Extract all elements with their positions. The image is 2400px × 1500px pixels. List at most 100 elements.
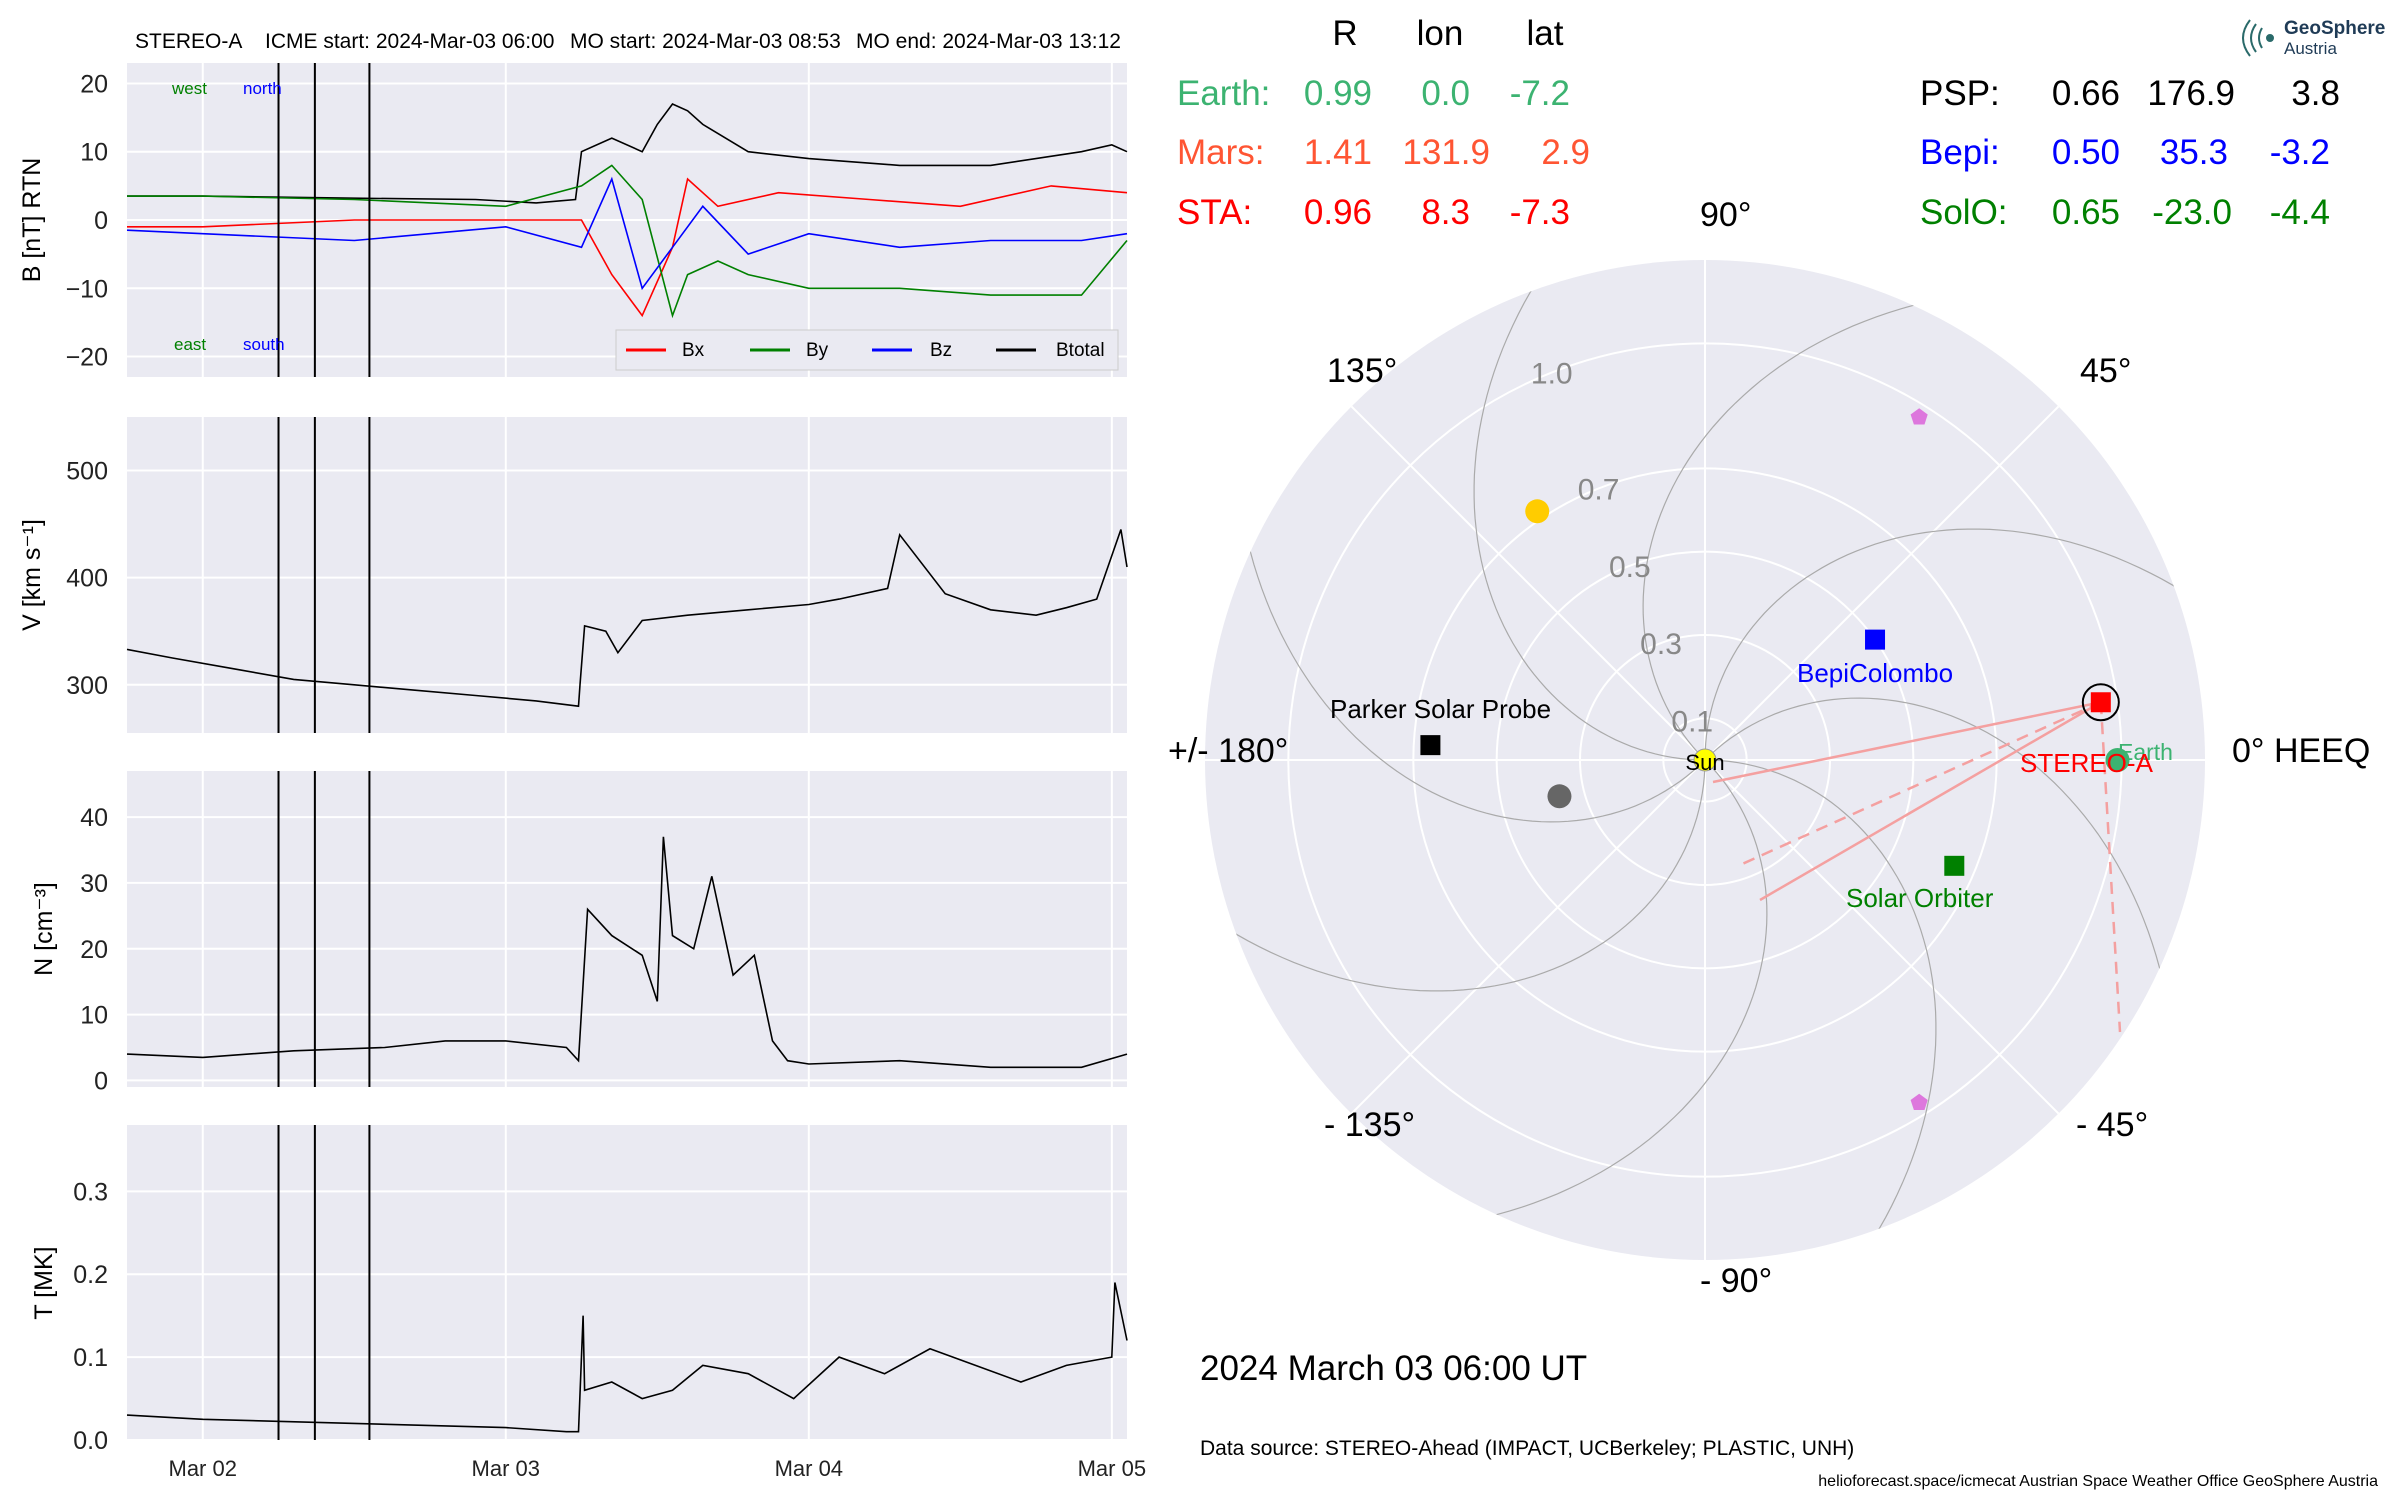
parker-spiral-line	[1642, 294, 1966, 761]
sun-label: Sun	[1685, 750, 1724, 775]
solo-lat: -4.4	[2270, 193, 2330, 232]
bepi-lat: -3.2	[2270, 133, 2330, 172]
logo-text-1: GeoSphere	[2284, 18, 2385, 39]
row-psp: PSP: 0.66 176.9 3.8	[1920, 74, 2340, 113]
psp-name: PSP:	[1920, 74, 2000, 113]
legend-by-label: By	[806, 340, 829, 361]
legend-bx-label: Bx	[682, 340, 705, 361]
series-line-btotal	[126, 529, 1128, 708]
angle-label-m45: - 45°	[2076, 1106, 2148, 1144]
east-label: east	[174, 335, 206, 354]
earth-lat: -7.2	[1510, 74, 1570, 113]
polar-spoke	[1350, 759, 1706, 1115]
series-line-bz	[126, 176, 1128, 291]
west-label: west	[171, 79, 207, 98]
legend-btotal-label: Btotal	[1056, 340, 1105, 361]
ytick-label: 0.2	[73, 1261, 108, 1289]
ytick-label: 10	[80, 1002, 108, 1030]
panel-2: 500 400 300 V [km s⁻¹]	[18, 417, 1128, 733]
angle-label-m90: - 90°	[1700, 1262, 1772, 1300]
icme-start-label: ICME start: 2024-Mar-03 06:00	[265, 30, 554, 53]
bepi-r: 0.50	[2052, 133, 2120, 172]
earth-r: 0.99	[1304, 74, 1372, 113]
mars-name: Mars:	[1177, 133, 1265, 172]
legend-bz-label: Bz	[930, 340, 952, 361]
row-mars: Mars: 1.41 131.9 2.9	[1177, 133, 1590, 172]
angle-label-m135: - 135°	[1324, 1106, 1415, 1144]
sta-fieldlines	[1712, 701, 2122, 1033]
polar-spoke	[1704, 405, 2060, 761]
ytick-label: 40	[80, 804, 108, 832]
parker-spirals	[1205, 260, 2205, 1260]
radial-tick-label: 1.0	[1531, 358, 1573, 391]
comet-marker	[1910, 408, 1928, 425]
parker-spiral-line	[1704, 697, 2171, 1021]
radial-tick-label: 0.1	[1671, 705, 1713, 738]
polar-angle-labels: 0° HEEQ 45° 90° 135° +/- 180° - 135° - 9…	[1168, 196, 2370, 1300]
angle-label-0: 0° HEEQ	[2232, 732, 2370, 770]
angle-label-135: 135°	[1327, 352, 1397, 390]
sun-marker	[1693, 748, 1717, 772]
panel-4: 0.3 0.2 0.1 0.0 T [MK]	[30, 1125, 1128, 1455]
earth-lon: 0.0	[1421, 74, 1470, 113]
mars-lat: 2.9	[1541, 133, 1590, 172]
col-header-r: R	[1332, 14, 1357, 53]
stereo-a-marker	[2090, 692, 2111, 713]
ytick-label: 300	[66, 672, 108, 700]
sta-label: STEREO-A	[2020, 748, 2154, 778]
bepi-lon: 35.3	[2160, 133, 2228, 172]
logo-text-2: Austria	[2284, 39, 2337, 58]
sta-r: 0.96	[1304, 193, 1372, 232]
series-line-btotal	[126, 1282, 1128, 1433]
angle-label-90: 90°	[1700, 196, 1751, 234]
polar-spoke	[1350, 405, 1706, 761]
bepi-label: BepiColombo	[1797, 658, 1953, 688]
south-label: south	[243, 335, 285, 354]
bepicolombo-marker	[1865, 629, 1886, 650]
solo-r: 0.65	[2052, 193, 2120, 232]
data-source-label: Data source: STEREO-Ahead (IMPACT, UCBer…	[1200, 1437, 1854, 1460]
panel-3: 40 30 20 10 0 N [cm⁻³]	[30, 771, 1128, 1095]
y-axis-label: N [cm⁻³]	[30, 882, 58, 976]
series-line-btotal	[127, 103, 1128, 204]
row-earth: Earth: 0.99 0.0 -7.2	[1177, 74, 1570, 113]
venus-marker	[1525, 499, 1550, 524]
spacecraft-label: STEREO-A	[135, 30, 242, 53]
ytick-label: 30	[80, 870, 108, 898]
earth-name: Earth:	[1177, 74, 1270, 113]
datetime-label: 2024 March 03 06:00 UT	[1200, 1349, 1587, 1388]
panel-background	[127, 771, 1127, 1087]
fieldline-dashed	[2099, 702, 2122, 1033]
mercury-marker	[1547, 784, 1572, 809]
row-sta: STA: 0.96 8.3 -7.3	[1177, 193, 1570, 232]
bepi-name: Bepi:	[1920, 133, 2000, 172]
parker-spiral-line	[1473, 260, 1706, 761]
ytick-label: 0.3	[73, 1178, 108, 1206]
ytick-label: −10	[66, 275, 108, 303]
mars-lon: 131.9	[1402, 133, 1490, 172]
panel-background	[127, 1125, 1127, 1440]
sta-highlight-ring	[2081, 683, 2120, 722]
b-legend: Bx By Bz Btotal	[615, 329, 1119, 371]
ytick-label: −20	[66, 344, 108, 372]
radial-tick-label: 0.7	[1578, 474, 1620, 507]
xtick-label: Mar 03	[472, 1456, 540, 1481]
row-solo: SolO: 0.65 -23.0 -4.4	[1920, 193, 2330, 232]
xtick-label: Mar 02	[169, 1456, 237, 1481]
bfield-direction-labels: west north east south	[171, 79, 285, 354]
angle-label-45: 45°	[2080, 352, 2131, 390]
solo-label: Solar Orbiter	[1846, 883, 1994, 913]
ytick-label: 0.1	[73, 1344, 108, 1372]
radial-tick-label: 0.3	[1640, 628, 1682, 661]
series-line-by	[127, 164, 1128, 319]
psp-r: 0.66	[2052, 74, 2120, 113]
psp-lon: 176.9	[2147, 74, 2235, 113]
ytick-label: 400	[66, 565, 108, 593]
north-label: north	[243, 79, 282, 98]
fieldline-dashed	[1739, 701, 2102, 867]
parker-spiral-line	[1704, 759, 1937, 1260]
ytick-label: 0.0	[73, 1427, 108, 1455]
